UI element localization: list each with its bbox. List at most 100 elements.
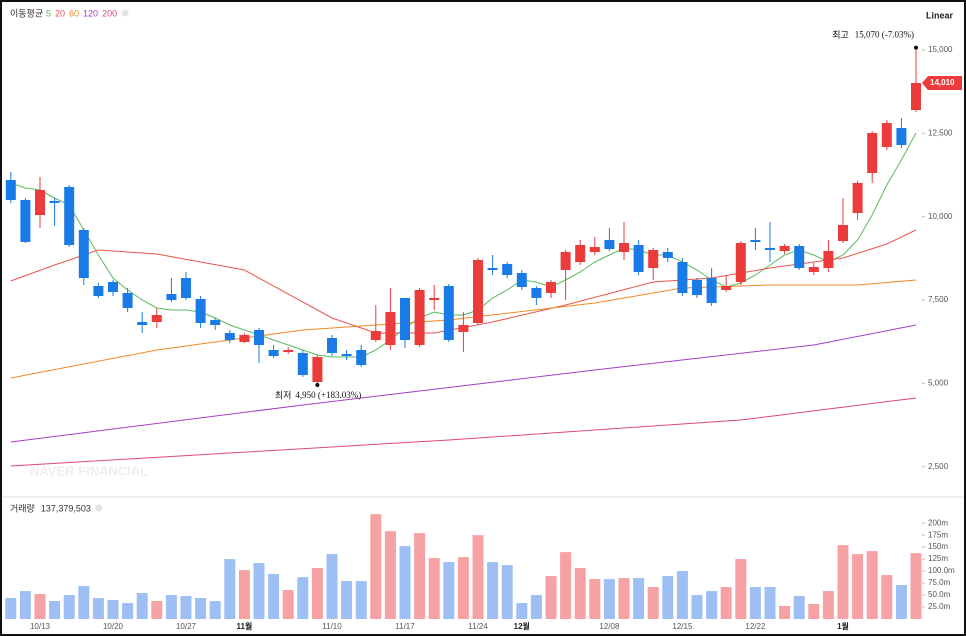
candle-body xyxy=(648,250,659,268)
candle-body xyxy=(911,83,921,110)
candle-body xyxy=(414,290,425,345)
candle-body xyxy=(765,248,775,250)
legend-entry: 120 xyxy=(83,8,98,18)
candle-body xyxy=(867,133,878,173)
candle-body xyxy=(692,280,702,295)
candle-body xyxy=(356,350,367,365)
candle-body xyxy=(297,353,308,375)
volume-bar xyxy=(414,533,426,619)
volume-y-tick-label: 25.0m xyxy=(928,602,951,611)
candle-body xyxy=(516,273,527,287)
candle-body xyxy=(429,298,440,300)
candle-body xyxy=(881,123,892,147)
ma-line xyxy=(10,397,917,467)
y-tick-label: 5,000 xyxy=(928,378,949,387)
volume-y-tick-label: 150m xyxy=(928,542,948,551)
volume-latest: 137,379,503 xyxy=(41,503,91,513)
volume-bar xyxy=(224,559,236,619)
volume-bar xyxy=(618,578,630,619)
volume-y-tick-label: 175m xyxy=(928,530,948,539)
volume-bar xyxy=(78,586,90,619)
y-tick-label: 10,000 xyxy=(928,212,953,221)
candle-body xyxy=(604,240,615,249)
candle-body xyxy=(341,354,352,356)
candle-body xyxy=(64,187,75,245)
volume-bar xyxy=(63,595,75,619)
volume-bar xyxy=(311,568,323,619)
volume-bar xyxy=(545,576,557,619)
candle-body xyxy=(808,267,819,272)
volume-bar xyxy=(34,594,46,619)
candle-body xyxy=(721,286,732,290)
candle-body xyxy=(312,357,323,382)
candle-body xyxy=(589,247,600,252)
candle-body xyxy=(5,180,16,200)
candle-body xyxy=(823,251,834,268)
candle-body xyxy=(677,262,688,293)
volume-bar xyxy=(574,568,586,619)
high-annotation-label: 최고 xyxy=(832,30,849,40)
volume-bar xyxy=(443,562,455,619)
volume-bar xyxy=(428,558,440,619)
volume-bar xyxy=(209,601,221,619)
volume-bar xyxy=(195,598,207,619)
volume-bar xyxy=(706,591,718,619)
volume-bar xyxy=(852,554,864,619)
ma-label: 이동평균 xyxy=(10,8,43,18)
volume-bar xyxy=(516,603,528,619)
volume-bar xyxy=(779,606,791,619)
candle-body xyxy=(706,278,717,303)
candle-body xyxy=(473,260,483,323)
candle-body xyxy=(327,338,337,353)
high-annotation-text: 15,070 (-7.03%) xyxy=(855,30,914,40)
volume-label: 거래량 xyxy=(10,502,35,513)
y-tick-label: 12,500 xyxy=(928,128,953,137)
candle-body xyxy=(283,350,294,352)
x-tick-label: 11/17 xyxy=(395,622,415,631)
volume-bar xyxy=(822,591,834,619)
candle-body xyxy=(122,293,133,308)
volume-bar xyxy=(384,531,396,619)
candle-body xyxy=(560,252,571,270)
low-annotation-label: 최저 xyxy=(275,390,292,400)
volume-bar xyxy=(735,559,747,619)
low-annotation-text: 4,950 (+183.03%) xyxy=(295,390,361,400)
legend-entry: 5 xyxy=(46,8,51,18)
candle-body xyxy=(779,246,790,251)
x-tick-label: 10/13 xyxy=(30,622,51,631)
last-price-tag xyxy=(922,76,962,90)
volume-bar xyxy=(662,576,674,619)
candle-body xyxy=(619,243,629,252)
candle-body xyxy=(400,298,410,340)
volume-bar xyxy=(399,546,411,619)
candle-body xyxy=(735,243,746,282)
volume-bar xyxy=(530,595,542,619)
volume-bar xyxy=(253,563,265,619)
candle-body xyxy=(210,320,221,325)
volume-bar xyxy=(895,585,907,619)
legend-entry: 200 xyxy=(102,8,117,18)
scale-toggle[interactable]: Linear xyxy=(926,10,954,20)
candle-body xyxy=(268,350,279,356)
candle-body xyxy=(35,190,45,215)
x-tick-label: 11월 xyxy=(236,621,252,631)
legend-entry: 60 xyxy=(69,8,79,18)
candle-body xyxy=(254,330,264,345)
volume-y-tick-label: 200m xyxy=(928,518,948,527)
candle-body xyxy=(750,240,761,242)
volume-bar xyxy=(603,579,615,619)
volume-bar xyxy=(881,575,893,619)
volume-bar xyxy=(19,591,31,619)
x-tick-label: 1월 xyxy=(837,621,849,631)
volume-bar xyxy=(282,590,294,619)
volume-bar xyxy=(720,587,732,619)
candle-body xyxy=(487,268,498,270)
volume-bar xyxy=(5,598,17,619)
volume-bar xyxy=(165,595,177,619)
ma-line xyxy=(10,324,917,443)
candle-body xyxy=(195,299,206,323)
volume-bar xyxy=(268,574,280,619)
volume-bar xyxy=(136,593,148,619)
volume-bar xyxy=(866,551,878,619)
